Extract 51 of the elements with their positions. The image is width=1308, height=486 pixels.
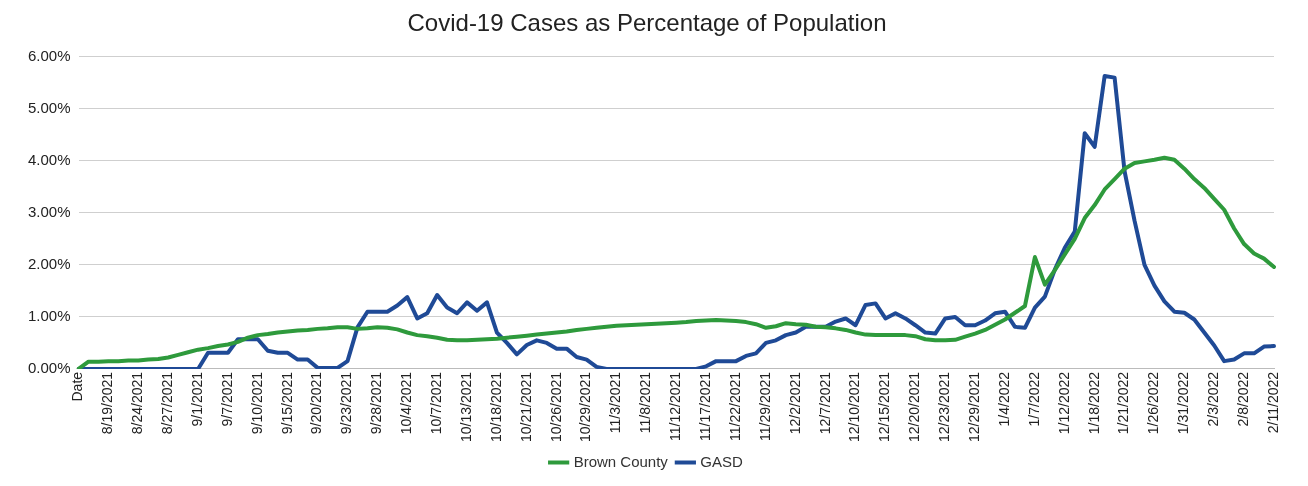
x-tick-label: 10/13/2021 <box>457 371 474 443</box>
x-tick-label: 1/7/2022 <box>1025 371 1042 427</box>
x-tick-label: 1/21/2022 <box>1115 371 1132 435</box>
x-tick-label: 11/8/2021 <box>637 371 654 434</box>
x-tick-label: 10/26/2021 <box>547 371 564 443</box>
x-tick-label: 9/20/2021 <box>308 371 325 435</box>
x-tick-label: 12/10/2021 <box>846 371 863 443</box>
x-tick-label: 9/15/2021 <box>278 371 295 435</box>
x-tick-label: 12/2/2021 <box>786 371 803 435</box>
y-tick-label: 2.00% <box>27 255 71 273</box>
x-tick-label: 10/21/2021 <box>517 371 534 443</box>
x-tick-label: 1/31/2022 <box>1175 371 1192 435</box>
x-tick-label: 12/29/2021 <box>965 371 982 443</box>
legend-label: Brown County <box>573 452 669 470</box>
x-tick-label: 8/19/2021 <box>99 371 116 435</box>
legend-label: GASD <box>700 452 744 470</box>
x-tick-label: Date <box>69 371 86 402</box>
x-tick-label: 1/4/2022 <box>995 371 1012 427</box>
y-tick-label: 5.00% <box>27 98 71 116</box>
x-tick-label: 2/3/2022 <box>1205 371 1222 427</box>
x-tick-label: 11/12/2021 <box>667 371 684 441</box>
x-tick-label: 10/29/2021 <box>577 371 594 443</box>
x-tick-label: 9/10/2021 <box>248 371 265 435</box>
x-tick-label: 11/3/2021 <box>607 371 624 434</box>
x-tick-label: 11/22/2021 <box>726 371 743 441</box>
x-tick-label: 9/28/2021 <box>368 371 385 435</box>
x-tick-label: 9/23/2021 <box>338 371 355 435</box>
x-tick-label: 11/29/2021 <box>756 371 773 441</box>
y-tick-label: 4.00% <box>27 150 71 168</box>
x-tick-label: 12/20/2021 <box>906 371 923 443</box>
y-tick-label: 1.00% <box>27 307 71 325</box>
x-tick-label: 8/24/2021 <box>129 371 146 435</box>
x-tick-label: 1/18/2022 <box>1085 371 1102 435</box>
x-tick-label: 9/7/2021 <box>218 371 235 427</box>
x-tick-label: 12/7/2021 <box>816 371 833 435</box>
x-tick-label: 2/11/2022 <box>1264 371 1281 434</box>
y-tick-label: 0.00% <box>27 359 71 377</box>
x-tick-label: 10/7/2021 <box>428 371 445 435</box>
y-tick-label: 3.00% <box>27 203 71 221</box>
x-tick-label: 10/18/2021 <box>487 371 504 443</box>
x-tick-label: 2/8/2022 <box>1234 371 1251 427</box>
x-tick-label: 12/23/2021 <box>936 371 953 443</box>
x-tick-label: 8/27/2021 <box>159 371 176 435</box>
chart-title: Covid-19 Cases as Percentage of Population <box>407 9 887 37</box>
y-tick-label: 6.00% <box>27 46 71 64</box>
x-tick-label: 10/4/2021 <box>398 371 415 435</box>
x-tick-label: 1/12/2022 <box>1055 371 1072 435</box>
x-tick-label: 12/15/2021 <box>876 371 893 443</box>
x-tick-label: 11/17/2021 <box>697 371 714 441</box>
x-tick-label: 9/1/2021 <box>188 371 205 427</box>
x-tick-label: 1/26/2022 <box>1145 371 1162 435</box>
